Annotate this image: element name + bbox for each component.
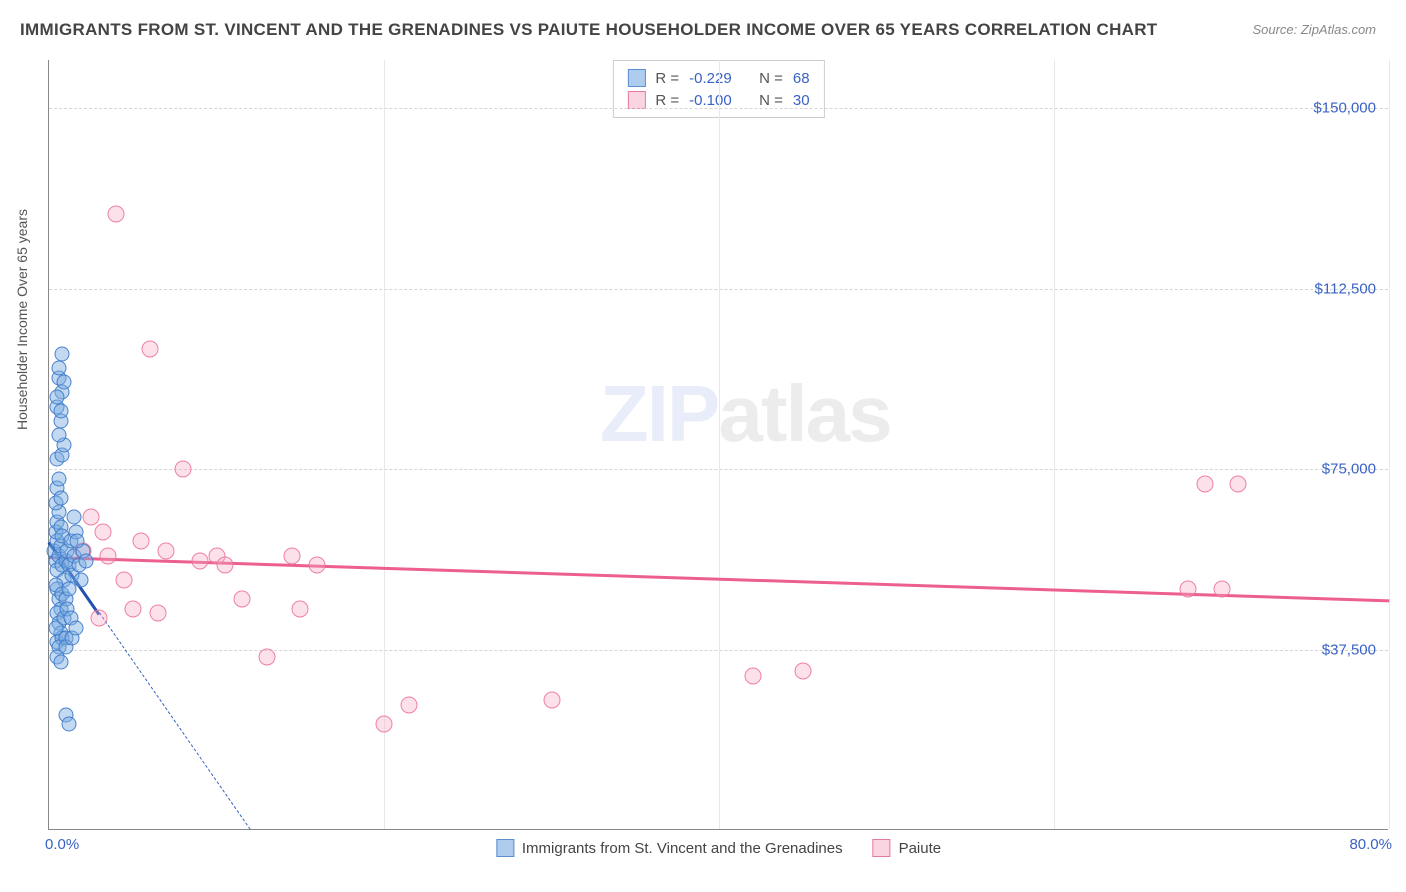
data-point-pink [175, 461, 192, 478]
data-point-pink [233, 591, 250, 608]
data-point-pink [401, 696, 418, 713]
legend-series-label: Immigrants from St. Vincent and the Gren… [522, 840, 843, 857]
data-point-pink [744, 668, 761, 685]
trend-extrapolation-blue [99, 613, 251, 830]
data-point-pink [116, 571, 133, 588]
data-point-blue [50, 389, 65, 404]
data-point-blue [70, 534, 85, 549]
data-point-pink [1180, 581, 1197, 598]
data-point-blue [52, 471, 67, 486]
data-point-pink [309, 557, 326, 574]
legend-n-label: N = [759, 92, 783, 109]
data-point-pink [283, 547, 300, 564]
data-point-pink [191, 552, 208, 569]
data-point-blue [53, 490, 68, 505]
gridline-vertical [719, 60, 720, 829]
legend-r-label: R = [655, 70, 679, 87]
legend-swatch [627, 69, 645, 87]
gridline-vertical [384, 60, 385, 829]
data-point-pink [141, 340, 158, 357]
x-axis-min-label: 0.0% [45, 836, 79, 853]
chart-plot-area: ZIPatlas R =-0.229N =68R =-0.100N =30 Im… [48, 60, 1388, 830]
legend-n-value: 30 [793, 92, 810, 109]
data-point-pink [543, 692, 560, 709]
data-point-pink [1196, 475, 1213, 492]
gridline-vertical [1054, 60, 1055, 829]
legend-series-label: Paiute [899, 840, 942, 857]
data-point-pink [82, 509, 99, 526]
data-point-blue [55, 346, 70, 361]
data-point-pink [133, 533, 150, 550]
legend-series-item: Immigrants from St. Vincent and the Gren… [496, 839, 843, 857]
y-tick-label: $112,500 [1315, 280, 1376, 297]
legend-swatch [627, 91, 645, 109]
data-point-blue [53, 404, 68, 419]
data-point-pink [149, 605, 166, 622]
data-point-pink [158, 542, 175, 559]
data-point-pink [124, 600, 141, 617]
data-point-pink [1213, 581, 1230, 598]
data-point-blue [57, 375, 72, 390]
source-label: Source: ZipAtlas.com [1252, 22, 1376, 37]
legend-series-item: Paiute [873, 839, 942, 857]
data-point-pink [91, 610, 108, 627]
chart-title: IMMIGRANTS FROM ST. VINCENT AND THE GREN… [20, 20, 1158, 40]
data-point-pink [258, 648, 275, 665]
data-point-blue [68, 620, 83, 635]
legend-n-label: N = [759, 70, 783, 87]
legend-swatch [873, 839, 891, 857]
data-point-blue [73, 572, 88, 587]
data-point-pink [99, 547, 116, 564]
x-axis-max-label: 80.0% [1349, 836, 1392, 853]
legend-series: Immigrants from St. Vincent and the Gren… [496, 839, 941, 857]
data-point-blue [53, 654, 68, 669]
data-point-blue [67, 510, 82, 525]
y-axis-label: Householder Income Over 65 years [14, 209, 30, 430]
data-point-pink [108, 206, 125, 223]
data-point-pink [292, 600, 309, 617]
data-point-blue [52, 428, 67, 443]
y-tick-label: $37,500 [1322, 641, 1376, 658]
gridline-vertical [1389, 60, 1390, 829]
watermark-zip: ZIP [600, 369, 718, 458]
watermark: ZIPatlas [600, 368, 891, 460]
data-point-blue [52, 361, 67, 376]
data-point-blue [78, 553, 93, 568]
y-tick-label: $75,000 [1322, 461, 1376, 478]
y-tick-label: $150,000 [1313, 100, 1376, 117]
legend-r-label: R = [655, 92, 679, 109]
legend-swatch [496, 839, 514, 857]
watermark-atlas: atlas [718, 369, 890, 458]
data-point-pink [376, 716, 393, 733]
data-point-pink [94, 523, 111, 540]
data-point-blue [62, 717, 77, 732]
data-point-pink [1230, 475, 1247, 492]
legend-n-value: 68 [793, 70, 810, 87]
data-point-pink [216, 557, 233, 574]
data-point-pink [794, 663, 811, 680]
